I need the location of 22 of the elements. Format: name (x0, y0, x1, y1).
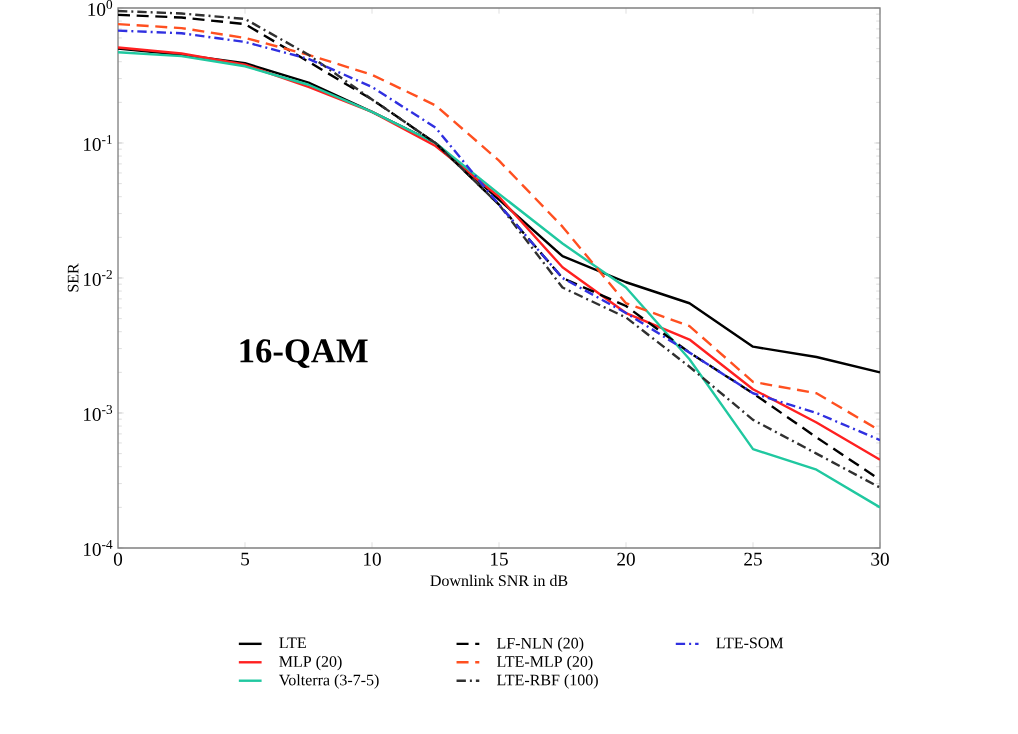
x-tick-label: 5 (241, 552, 250, 566)
legend-label: LTE-RBF (100) (496, 674, 598, 689)
y-axis-title: SER (67, 263, 79, 292)
x-tick-label: 20 (617, 552, 635, 566)
y-tick-label: 10$^{-1}$ (84, 135, 112, 151)
legend-label: LF-NLN (20) (496, 637, 584, 652)
x-tick-label: 0 (113, 552, 123, 566)
legend-label: LTE-SOM (716, 637, 784, 649)
x-axis-title: Downlink SNR in dB (430, 574, 568, 587)
annotation: 16-QAM (240, 339, 368, 368)
y-tick-label: 10$^{-4}$ (84, 540, 113, 556)
x-tick-label: 30 (871, 552, 889, 566)
y-tick-label: 10$^{-2}$ (84, 270, 112, 286)
legend-label: Volterra (3-7-5) (278, 674, 379, 689)
legend-label: LTE (279, 637, 306, 649)
x-tick-label: 15 (491, 552, 508, 566)
x-tick-label: 25 (744, 552, 762, 566)
y-tick-label: 10$^{0}$ (88, 0, 113, 16)
x-tick-label: 10 (364, 552, 381, 566)
legend-label: LTE-MLP (20) (496, 655, 593, 671)
y-tick-label: 10$^{-3}$ (84, 405, 113, 421)
legend-label: MLP (20) (279, 655, 342, 671)
